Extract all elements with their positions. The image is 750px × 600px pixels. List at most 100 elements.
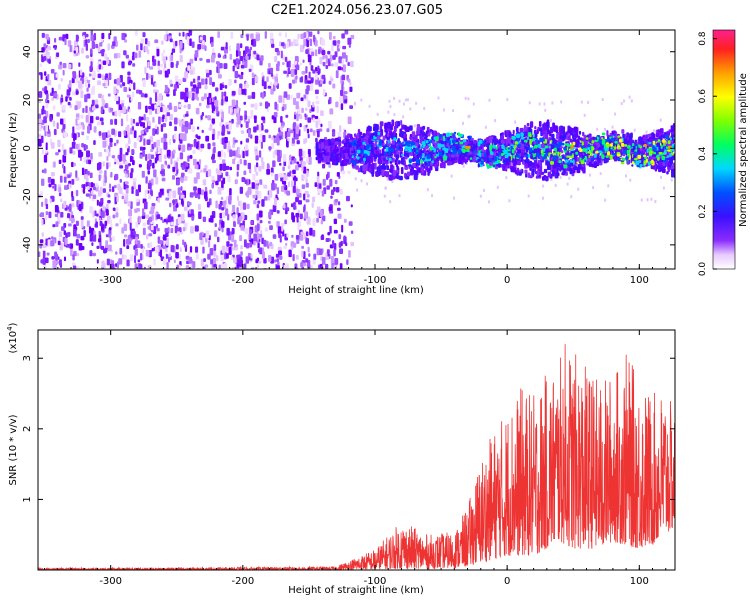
spectrogram-cell (106, 57, 110, 64)
spectrogram-cell (86, 79, 91, 84)
spectrogram-cell (204, 45, 207, 51)
spectrogram-cell (566, 182, 569, 186)
spectrogram-cell (669, 137, 672, 141)
spectrogram-cell (377, 169, 381, 177)
spectrogram-cell (239, 55, 244, 62)
spectrogram-cell (67, 40, 72, 47)
spectrogram-cell (261, 116, 266, 121)
spectrogram-cell (190, 118, 193, 125)
spectrogram-cell (348, 250, 351, 258)
spectrogram-cell (268, 62, 271, 68)
spectrogram-cell (113, 86, 117, 95)
spectrogram-cell (308, 31, 313, 37)
spectrogram-cell (307, 100, 311, 108)
spectrogram-cell (58, 259, 62, 266)
spectrogram-cell (142, 208, 145, 216)
spectrogram-cell (96, 121, 101, 126)
spectrogram-cell (223, 63, 228, 70)
spectrogram-cell (143, 138, 146, 146)
spectrogram-cell (155, 95, 158, 102)
spectrogram-cell (434, 163, 437, 169)
spectrogram-cell (127, 163, 131, 167)
spectrogram-cell (75, 239, 79, 246)
spectrogram-cell (305, 124, 308, 128)
spectrogram-cell (61, 226, 65, 231)
spectrogram-cell (386, 177, 389, 181)
spectrogram-cell (333, 249, 336, 257)
spectrogram-cell (166, 262, 169, 269)
spectrogram-cell (339, 248, 344, 255)
spectrogram-cell (211, 81, 215, 87)
spectrogram-cell (70, 248, 73, 257)
spectrogram-cell (209, 69, 212, 76)
spectrogram-cell (57, 84, 61, 90)
spectrogram-cell (596, 127, 599, 131)
spectrogram-cell (406, 98, 409, 102)
spectrogram-cell (144, 38, 148, 45)
spectrogram-cell (633, 128, 636, 132)
spectrogram-cell (282, 180, 287, 185)
spectrogram-cell (128, 61, 132, 66)
spectrogram-cell (130, 168, 134, 173)
spectrogram-cell (286, 233, 289, 238)
spectrogram-cell (267, 85, 272, 89)
spectrogram-cell (199, 148, 203, 153)
spectrogram-cell (659, 128, 664, 134)
spectrogram-cell (258, 166, 262, 172)
spectrogram-cell (224, 137, 228, 144)
spectrogram-cell (81, 131, 85, 136)
spectrogram-cell (140, 38, 145, 44)
spectrogram-cell (275, 63, 280, 72)
spectrogram-cell (289, 129, 294, 134)
spectrogram-cell (252, 174, 256, 181)
spectrogram-cell (126, 245, 130, 250)
spectrogram-cell (160, 106, 163, 113)
spectrogram-cell (123, 224, 128, 231)
spectrogram-cell (236, 195, 239, 202)
spectrogram-cell (242, 61, 245, 66)
spectrogram-cell (98, 152, 103, 157)
spectrogram-cell (129, 254, 134, 262)
spectrogram-cell (200, 36, 203, 41)
spectrogram-cell (402, 102, 405, 106)
spectrogram-cell (101, 32, 105, 39)
spectrogram-cell (227, 174, 231, 183)
spectrogram-cell (52, 105, 56, 111)
spectrogram-cell (294, 56, 299, 63)
spectrogram-cell (101, 94, 104, 102)
spectrogram-cell (559, 154, 562, 158)
spectrogram-cell (158, 93, 163, 101)
spectrogram-cell (559, 127, 562, 132)
spectrogram-cell (76, 233, 81, 239)
spectrogram-cell (121, 195, 125, 200)
spectrogram-cell (170, 157, 173, 165)
spectrogram-cell (80, 235, 85, 241)
spectrogram-cell (546, 119, 550, 125)
spectrogram-cell (588, 161, 591, 166)
spectrogram-cell (344, 30, 349, 35)
spectrogram-cell (207, 240, 211, 248)
spectrogram-cell (203, 168, 207, 173)
spectrogram-cell (292, 79, 295, 84)
spectrogram-cell (409, 107, 412, 111)
spectrogram-cell (295, 254, 299, 260)
spectrogram-cell (58, 192, 62, 197)
spectrogram-cell (254, 150, 259, 156)
spectrogram-cell (97, 46, 101, 53)
spectrogram-cell (235, 99, 239, 108)
spectrogram-cell (452, 109, 455, 113)
spectrogram-cell (123, 130, 126, 136)
spectrogram-cell (154, 104, 158, 109)
spectrogram-cell (42, 250, 46, 259)
spectrogram-cell (255, 190, 259, 196)
spectrogram-cell (386, 165, 390, 171)
spectrogram-cell (550, 178, 553, 182)
spectrogram-cell (221, 207, 225, 211)
spectrogram-cell (146, 139, 151, 146)
spectrogram-cell (219, 122, 223, 127)
spectrogram-cell (354, 102, 357, 106)
spectrogram-cell (192, 158, 197, 166)
spectrogram-cell (45, 211, 49, 216)
spectrogram-cell (106, 162, 109, 170)
spectrogram-cell (226, 241, 230, 247)
